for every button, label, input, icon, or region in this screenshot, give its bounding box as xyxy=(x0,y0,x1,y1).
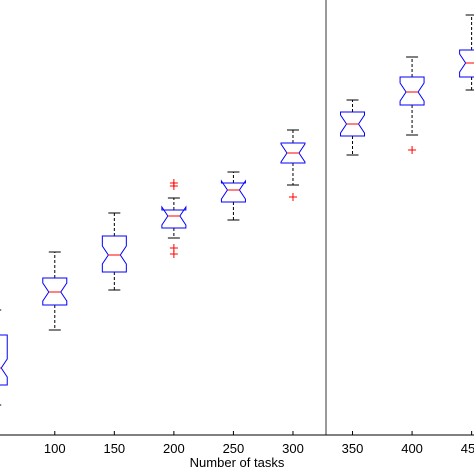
x-tick-label: 350 xyxy=(342,441,364,456)
box xyxy=(101,235,127,273)
x-tick-label: 150 xyxy=(103,441,125,456)
x-tick-label: 200 xyxy=(163,441,185,456)
box xyxy=(459,49,474,78)
outlier xyxy=(408,146,417,154)
x-tick-label: 250 xyxy=(223,441,245,456)
box xyxy=(340,111,366,137)
box xyxy=(399,76,425,106)
x-tick-label: 300 xyxy=(282,441,304,456)
outlier xyxy=(169,250,178,258)
box xyxy=(0,334,8,386)
outlier xyxy=(169,182,178,190)
x-tick-label: 400 xyxy=(401,441,423,456)
x-tick-label: 450 xyxy=(461,441,474,456)
box xyxy=(220,179,246,203)
box xyxy=(161,205,187,229)
x-axis-label: Number of tasks xyxy=(190,455,285,470)
box xyxy=(280,142,306,164)
outlier xyxy=(288,193,297,201)
box xyxy=(42,277,68,306)
x-tick-label: 100 xyxy=(44,441,66,456)
